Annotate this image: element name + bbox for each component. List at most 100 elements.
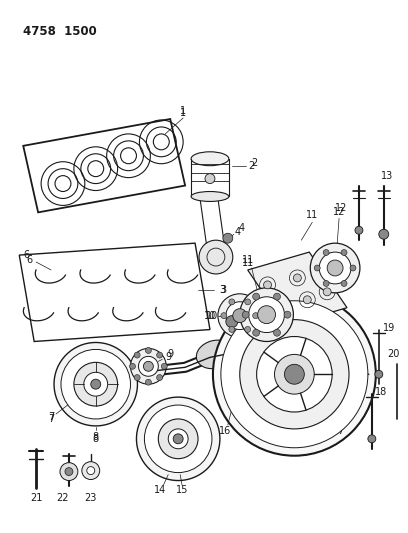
Circle shape (323, 249, 329, 255)
Text: 10: 10 (206, 311, 218, 321)
Text: 3: 3 (219, 285, 225, 295)
Polygon shape (200, 198, 225, 248)
Polygon shape (19, 243, 210, 342)
Circle shape (158, 419, 198, 459)
Circle shape (350, 265, 356, 271)
Circle shape (144, 361, 153, 372)
Circle shape (223, 233, 233, 243)
Circle shape (60, 463, 78, 481)
Text: 5: 5 (244, 317, 251, 327)
Circle shape (341, 249, 347, 255)
Circle shape (368, 435, 376, 443)
Circle shape (264, 281, 272, 289)
Text: 4: 4 (239, 223, 245, 233)
Circle shape (249, 297, 284, 333)
Circle shape (134, 352, 140, 358)
Text: 8: 8 (93, 432, 99, 442)
Circle shape (145, 348, 151, 353)
Circle shape (257, 306, 275, 324)
Circle shape (161, 364, 167, 369)
Circle shape (253, 293, 259, 300)
Circle shape (74, 362, 118, 406)
Circle shape (245, 299, 251, 305)
Text: 1: 1 (180, 106, 186, 116)
Text: 7: 7 (48, 412, 54, 422)
Text: 3: 3 (221, 285, 227, 295)
Circle shape (229, 299, 235, 305)
Circle shape (275, 354, 314, 394)
Circle shape (134, 375, 140, 381)
Circle shape (157, 375, 163, 381)
Circle shape (157, 352, 163, 358)
Text: 11: 11 (242, 255, 254, 265)
Text: 16: 16 (219, 426, 231, 436)
Circle shape (199, 240, 233, 274)
Circle shape (226, 302, 254, 329)
Ellipse shape (290, 355, 328, 384)
Circle shape (240, 288, 293, 342)
Text: 14: 14 (154, 486, 166, 496)
Circle shape (87, 466, 95, 474)
Circle shape (327, 260, 343, 276)
Text: 19: 19 (383, 322, 395, 333)
Circle shape (138, 357, 158, 376)
Ellipse shape (191, 152, 229, 166)
Circle shape (205, 174, 215, 183)
Text: 9: 9 (167, 350, 173, 359)
Ellipse shape (243, 348, 280, 375)
Text: 4: 4 (235, 227, 241, 237)
Circle shape (61, 350, 131, 419)
Text: 5: 5 (248, 314, 255, 325)
Text: 2: 2 (251, 158, 258, 168)
Text: 11: 11 (306, 211, 318, 220)
Circle shape (253, 329, 259, 336)
Circle shape (379, 229, 389, 239)
Circle shape (213, 293, 376, 456)
Circle shape (245, 326, 251, 333)
Text: 22: 22 (57, 494, 69, 503)
Text: 6: 6 (26, 255, 32, 265)
Circle shape (341, 280, 347, 286)
Text: 13: 13 (381, 171, 393, 181)
Circle shape (257, 336, 332, 412)
Text: 10: 10 (204, 311, 216, 321)
Text: 9: 9 (165, 352, 171, 362)
Circle shape (293, 274, 302, 282)
Circle shape (273, 329, 280, 336)
Text: 4758  1500: 4758 1500 (23, 25, 97, 38)
Text: 23: 23 (84, 494, 97, 503)
Circle shape (323, 288, 331, 296)
Text: 1: 1 (180, 108, 186, 118)
Circle shape (319, 252, 351, 284)
Circle shape (136, 397, 220, 481)
Circle shape (221, 301, 368, 448)
Circle shape (355, 227, 363, 234)
Text: 2: 2 (248, 160, 255, 171)
Polygon shape (248, 252, 347, 326)
Circle shape (82, 462, 100, 480)
Circle shape (54, 343, 137, 426)
Ellipse shape (196, 340, 233, 369)
Circle shape (310, 243, 360, 293)
Text: 17: 17 (333, 426, 345, 436)
Text: 6: 6 (23, 250, 29, 260)
Polygon shape (23, 119, 185, 212)
Circle shape (314, 265, 320, 271)
Circle shape (323, 280, 329, 286)
Circle shape (129, 364, 135, 369)
Circle shape (273, 304, 282, 312)
Circle shape (84, 372, 108, 396)
Circle shape (173, 434, 183, 444)
Circle shape (240, 320, 349, 429)
Circle shape (131, 349, 166, 384)
Circle shape (284, 365, 304, 384)
Text: 12: 12 (333, 207, 345, 217)
Text: 21: 21 (30, 494, 42, 503)
Circle shape (221, 313, 227, 319)
Circle shape (242, 311, 249, 318)
Text: 8: 8 (93, 434, 99, 444)
Circle shape (273, 293, 280, 300)
Circle shape (144, 405, 212, 473)
Circle shape (253, 313, 259, 319)
Circle shape (233, 309, 247, 322)
